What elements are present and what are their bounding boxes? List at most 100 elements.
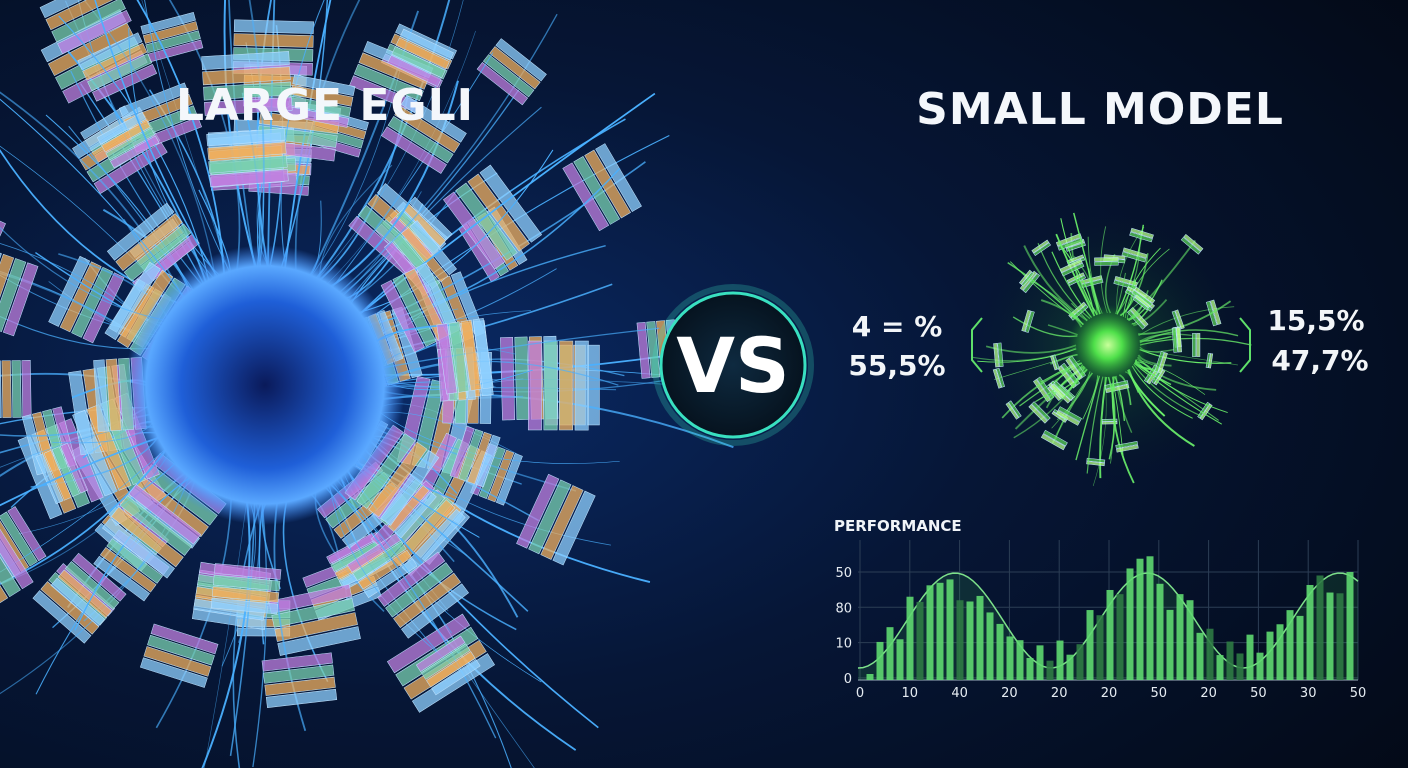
- bar: [1106, 589, 1114, 680]
- bar: [1226, 641, 1234, 680]
- chip-layer: [448, 321, 470, 393]
- chip-layer: [1174, 309, 1185, 330]
- x-tick-label: 30: [1300, 686, 1317, 701]
- chip-layer: [48, 255, 91, 327]
- chip-layer: [1192, 333, 1197, 357]
- chip-layer: [997, 342, 1004, 367]
- chip: [35, 442, 89, 505]
- bar: [1166, 609, 1174, 680]
- fiber: [312, 0, 464, 285]
- chip-layer: [93, 359, 110, 432]
- chip: [1086, 457, 1106, 467]
- chip-layer: [139, 657, 208, 688]
- chip: [140, 11, 204, 63]
- right-title: SMALL MODEL: [916, 84, 1284, 135]
- fiber: [70, 70, 207, 291]
- fiber: [0, 434, 166, 507]
- chip: [1154, 351, 1168, 374]
- chip: [1050, 354, 1060, 371]
- chip-layer: [1051, 411, 1067, 423]
- chip-layer: [449, 425, 475, 479]
- bar: [1146, 556, 1154, 680]
- core: [1068, 305, 1148, 385]
- fiber: [360, 167, 621, 328]
- chip-layer: [0, 511, 38, 567]
- chip-layer: [1, 360, 12, 418]
- chip: [1132, 294, 1151, 311]
- chip-layer: [119, 495, 193, 556]
- chip: [102, 484, 202, 579]
- chip-layer: [128, 484, 202, 545]
- chip-layer: [543, 340, 558, 431]
- fiber: [252, 496, 268, 768]
- fiber: [1139, 349, 1232, 364]
- chip: [1197, 401, 1213, 421]
- chip-layer: [11, 360, 22, 418]
- chip-layer: [380, 279, 425, 353]
- fiber: [1037, 243, 1091, 320]
- chip-layer: [64, 561, 120, 610]
- chip-layer: [115, 213, 183, 271]
- chip-layer: [0, 258, 27, 332]
- y-tick-label: 80: [835, 601, 852, 616]
- bar: [1086, 610, 1094, 680]
- fiber: [0, 443, 171, 585]
- chip-layer: [401, 227, 449, 283]
- chip: [48, 255, 125, 344]
- chip-layer: [1197, 401, 1211, 419]
- chip: [1055, 406, 1082, 426]
- chip-layer: [140, 11, 196, 35]
- fiber: [325, 478, 497, 739]
- chip-layer: [380, 450, 440, 526]
- chip: [1180, 233, 1204, 255]
- chip-layer: [265, 688, 338, 708]
- chip-layer: [431, 658, 481, 696]
- chip: [0, 508, 34, 606]
- chip-layer: [495, 38, 547, 82]
- chip-layer: [110, 506, 184, 568]
- chip-layer: [101, 119, 151, 153]
- chip-layer: [527, 340, 542, 431]
- chip-layer: [57, 569, 113, 619]
- chip-layer: [409, 196, 453, 241]
- chip-layer: [261, 652, 333, 672]
- fiber: [1055, 233, 1096, 317]
- chip-layer: [436, 323, 458, 395]
- chip-layer: [387, 55, 442, 87]
- x-tick-label: 20: [1101, 686, 1118, 701]
- chip-layer: [1040, 433, 1066, 451]
- chip-layer: [233, 19, 314, 34]
- bar: [1306, 584, 1314, 680]
- chip: [476, 38, 547, 106]
- chip-layer: [292, 74, 356, 96]
- chip-layer: [420, 643, 471, 680]
- chip-layer: [271, 598, 355, 628]
- chip: [562, 143, 642, 232]
- chip-layer: [1061, 262, 1085, 277]
- fiber: [1127, 239, 1197, 322]
- chip-layer: [516, 473, 560, 549]
- chip-layer: [1199, 403, 1213, 421]
- bar: [1156, 583, 1164, 680]
- stat-left: 55,5%: [848, 349, 945, 382]
- bar: [1316, 575, 1324, 680]
- chip-layer: [489, 46, 541, 90]
- chip-layer: [59, 261, 102, 333]
- chip-layer: [263, 664, 335, 684]
- bar: [1036, 645, 1044, 680]
- fiber: [337, 89, 520, 301]
- chip-layer: [475, 434, 501, 488]
- fiber: [0, 226, 173, 323]
- chip: [261, 652, 338, 708]
- chip-layer: [39, 0, 115, 19]
- chip-layer: [207, 141, 287, 160]
- fiber: [322, 30, 476, 289]
- chip-layer: [96, 111, 147, 145]
- chip-layer: [32, 590, 92, 644]
- bar: [1206, 628, 1214, 680]
- chip-layer: [290, 84, 354, 107]
- chip-layer: [562, 162, 610, 232]
- chip-layer: [142, 21, 199, 44]
- chip-layer: [393, 572, 462, 629]
- chip-layer: [1057, 237, 1084, 251]
